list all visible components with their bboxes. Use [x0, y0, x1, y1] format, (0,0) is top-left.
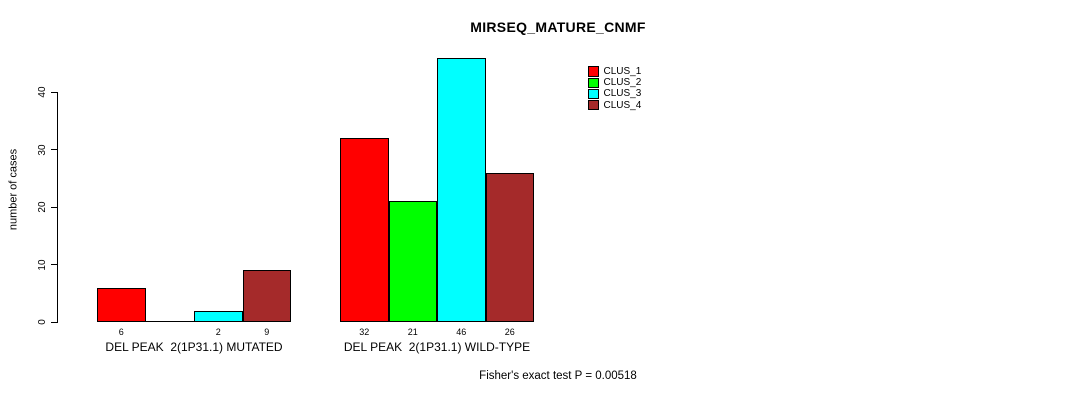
bar-clus_3-mutated — [194, 310, 243, 322]
x-axis-group-label: DEL PEAK 2(1P31.1) WILD-TYPE — [343, 340, 531, 354]
legend-label: CLUS_1 — [603, 66, 642, 78]
y-axis-tick — [51, 91, 57, 93]
y-axis-line — [57, 92, 58, 323]
bar-value-label: 26 — [504, 327, 515, 337]
y-axis-label: number of cases — [7, 148, 20, 231]
bar-clus_3-wild-type — [437, 57, 486, 322]
y-axis-tick-label: 20 — [37, 201, 48, 213]
legend-color-swatch-clus_2 — [588, 77, 599, 89]
legend-item: CLUS_2 — [588, 77, 641, 88]
y-axis-tick-label: 40 — [37, 86, 48, 98]
legend-color-swatch-clus_1 — [588, 66, 599, 77]
legend-label: CLUS_3 — [603, 88, 642, 100]
bar-clus_1-wild-type — [340, 138, 389, 322]
y-axis-tick — [51, 264, 57, 266]
y-axis-tick — [51, 321, 57, 323]
bar-clus_2-mutated-zero — [145, 321, 194, 322]
legend-color-swatch-clus_4 — [588, 99, 599, 111]
bar-clus_1-mutated — [97, 287, 146, 322]
chart-title: MIRSEQ_MATURE_CNMF — [470, 19, 646, 35]
bar-value-label: 21 — [407, 327, 418, 337]
bar-value-label: 2 — [215, 327, 221, 337]
bar-value-label: 46 — [456, 327, 467, 337]
legend-item: CLUS_1 — [588, 66, 641, 77]
bar-value-label: 32 — [359, 327, 370, 337]
legend-label: CLUS_4 — [603, 99, 642, 111]
y-axis-tick-label: 0 — [37, 319, 48, 325]
legend-item: CLUS_3 — [588, 88, 641, 99]
bar-clus_2-wild-type — [388, 201, 437, 322]
y-axis-tick-label: 30 — [37, 144, 48, 156]
bar-clus_4-wild-type — [485, 172, 534, 322]
y-axis-tick-label: 10 — [37, 258, 48, 271]
footnote-text: Fisher's exact test P = 0.00518 — [479, 370, 637, 382]
legend: CLUS_1 CLUS_2 CLUS_3 CLUS_4 — [588, 66, 641, 111]
y-axis-tick — [51, 149, 57, 151]
y-axis-tick — [51, 206, 57, 208]
bar-value-label: 9 — [264, 327, 270, 337]
legend-item: CLUS_4 — [588, 100, 641, 111]
x-axis-group-label: DEL PEAK 2(1P31.1) MUTATED — [105, 340, 283, 354]
bar-clus_4-mutated — [242, 270, 291, 322]
bar-value-label: 6 — [118, 327, 124, 337]
legend-color-swatch-clus_3 — [588, 88, 599, 100]
legend-label: CLUS_2 — [603, 77, 642, 89]
